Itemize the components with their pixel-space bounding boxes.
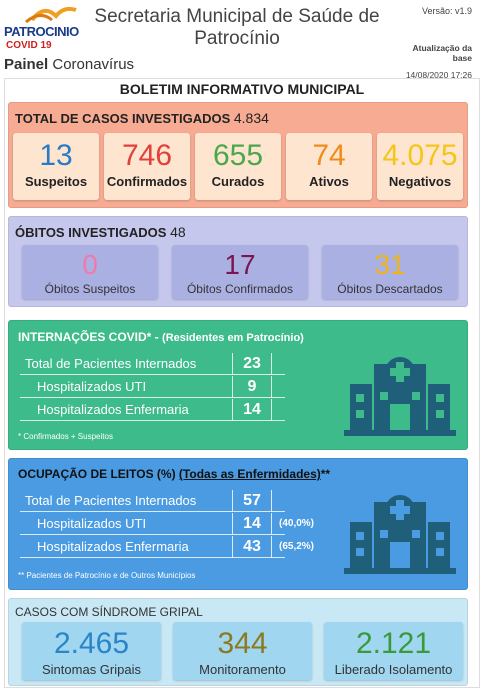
stat-card: 2.121 Liberado Isolamento	[324, 622, 463, 680]
row-label: Hospitalizados Enfermaria	[37, 402, 189, 417]
version: Versão: v1.9	[421, 6, 472, 16]
table-row: Total de Pacientes Internados 23	[20, 353, 285, 375]
row-label: Hospitalizados Enfermaria	[37, 539, 189, 554]
bulletin-title: BOLETIM INFORMATIVO MUNICIPAL	[119, 81, 365, 97]
row-value: 14	[232, 513, 272, 535]
cases-total: 4.834	[233, 110, 269, 126]
stat-label: Monitoramento	[199, 662, 286, 677]
beds-mark: **	[320, 467, 331, 481]
row-label: Total de Pacientes Internados	[25, 356, 197, 371]
table-row: Hospitalizados UTI 9	[20, 376, 285, 398]
table-row: Hospitalizados Enfermaria 14	[20, 399, 285, 421]
row-value: 43	[232, 536, 272, 558]
stat-value: 74	[312, 139, 346, 172]
stat-value: 2.121	[355, 627, 432, 660]
logo-sub: COVID 19	[6, 40, 52, 51]
stat-value: 746	[121, 139, 173, 172]
stat-card: 344 Monitoramento	[173, 622, 312, 680]
logo: PATROCINIO COVID 19	[4, 2, 84, 52]
row-percent: (65,2%)	[279, 541, 315, 552]
row-value: 23	[232, 353, 272, 375]
stat-label: Liberado Isolamento	[334, 662, 453, 677]
hospital-heading: INTERNAÇÕES COVID* - (Residentes em Patr…	[18, 330, 304, 344]
logo-icon	[25, 6, 77, 24]
stat-card: 746 Confirmados	[104, 133, 190, 200]
stat-value: 655	[212, 139, 264, 172]
table-row: Hospitalizados UTI 14 (40,0%)	[20, 513, 314, 535]
stat-value: 31	[374, 249, 406, 280]
deaths-heading: ÓBITOS INVESTIGADOS 48	[15, 224, 186, 240]
beds-note: ** Pacientes de Patrocínio e de Outros M…	[18, 571, 196, 580]
deaths-total: 48	[170, 224, 186, 240]
flu-title: CASOS COM SÍNDROME GRIPAL	[15, 605, 203, 619]
stat-value: 4.075	[382, 139, 458, 172]
stat-label: Óbitos Confirmados	[186, 282, 294, 296]
panel-bold: Painel	[4, 56, 49, 73]
panel-title: Painel Coronavírus	[4, 56, 134, 73]
logo-text: PATROCINIO	[4, 24, 79, 39]
table-row: Total de Pacientes Internados 57	[20, 490, 285, 512]
panel-rest: Coronavírus	[52, 56, 135, 73]
cases-title: TOTAL DE CASOS INVESTIGADOS	[15, 111, 231, 126]
stat-label: Ativos	[309, 174, 349, 189]
stat-card: 74 Ativos	[286, 133, 372, 200]
row-value: 57	[232, 490, 272, 512]
stat-value: 344	[217, 627, 268, 660]
stat-label: Sintomas Gripais	[42, 662, 141, 677]
stat-card: 17 Óbitos Confirmados	[172, 245, 308, 299]
cases-heading: TOTAL DE CASOS INVESTIGADOS 4.834	[15, 110, 269, 126]
stat-card: 0 Óbitos Suspeitos	[22, 245, 158, 299]
deaths-title: ÓBITOS INVESTIGADOS	[15, 225, 167, 240]
stat-card: 31 Óbitos Descartados	[322, 245, 458, 299]
row-value: 9	[232, 376, 272, 398]
stat-value: 0	[82, 249, 98, 280]
row-percent: (40,0%)	[279, 518, 315, 529]
stat-label: Curados	[211, 174, 265, 189]
row-label: Hospitalizados UTI	[37, 379, 147, 394]
stat-label: Negativos	[388, 174, 452, 189]
stat-label: Confirmados	[106, 174, 188, 189]
hospital-note: * Confirmados + Suspeitos	[18, 432, 113, 441]
beds-title: OCUPAÇÃO DE LEITOS (%)	[18, 467, 176, 481]
row-label: Hospitalizados UTI	[37, 516, 147, 531]
update-date: 14/08/2020 17:26	[405, 70, 472, 80]
row-label: Total de Pacientes Internados	[25, 493, 197, 508]
stat-label: Óbitos Descartados	[337, 282, 443, 296]
stat-label: Óbitos Suspeitos	[44, 282, 136, 296]
stat-card: 655 Curados	[195, 133, 281, 200]
beds-icon	[344, 495, 456, 574]
stat-value: 17	[224, 249, 256, 280]
table-row: Hospitalizados Enfermaria 43 (65,2%)	[20, 536, 314, 558]
beds-heading: OCUPAÇÃO DE LEITOS (%) (Todas as Enfermi…	[18, 467, 330, 481]
stat-value: 2.465	[53, 627, 130, 660]
beds-link[interactable]: (Todas as Enfermidades)	[178, 467, 321, 481]
stat-card: 13 Suspeitos	[13, 133, 99, 200]
hospital-icon	[344, 357, 456, 436]
stat-label: Suspeitos	[24, 174, 88, 189]
hospital-title: INTERNAÇÕES COVID* -	[18, 330, 159, 344]
main-panel	[4, 78, 480, 688]
stat-card: 2.465 Sintomas Gripais	[22, 622, 161, 680]
update-label: Atualização da base	[412, 43, 472, 63]
hospital-subtitle: (Residentes em Patrocínio)	[162, 332, 304, 344]
row-value: 14	[232, 399, 272, 421]
header-title: Secretaria Municipal de Saúde de Patrocí…	[94, 6, 380, 49]
stat-value: 13	[39, 139, 73, 172]
stat-card: 4.075 Negativos	[377, 133, 463, 200]
